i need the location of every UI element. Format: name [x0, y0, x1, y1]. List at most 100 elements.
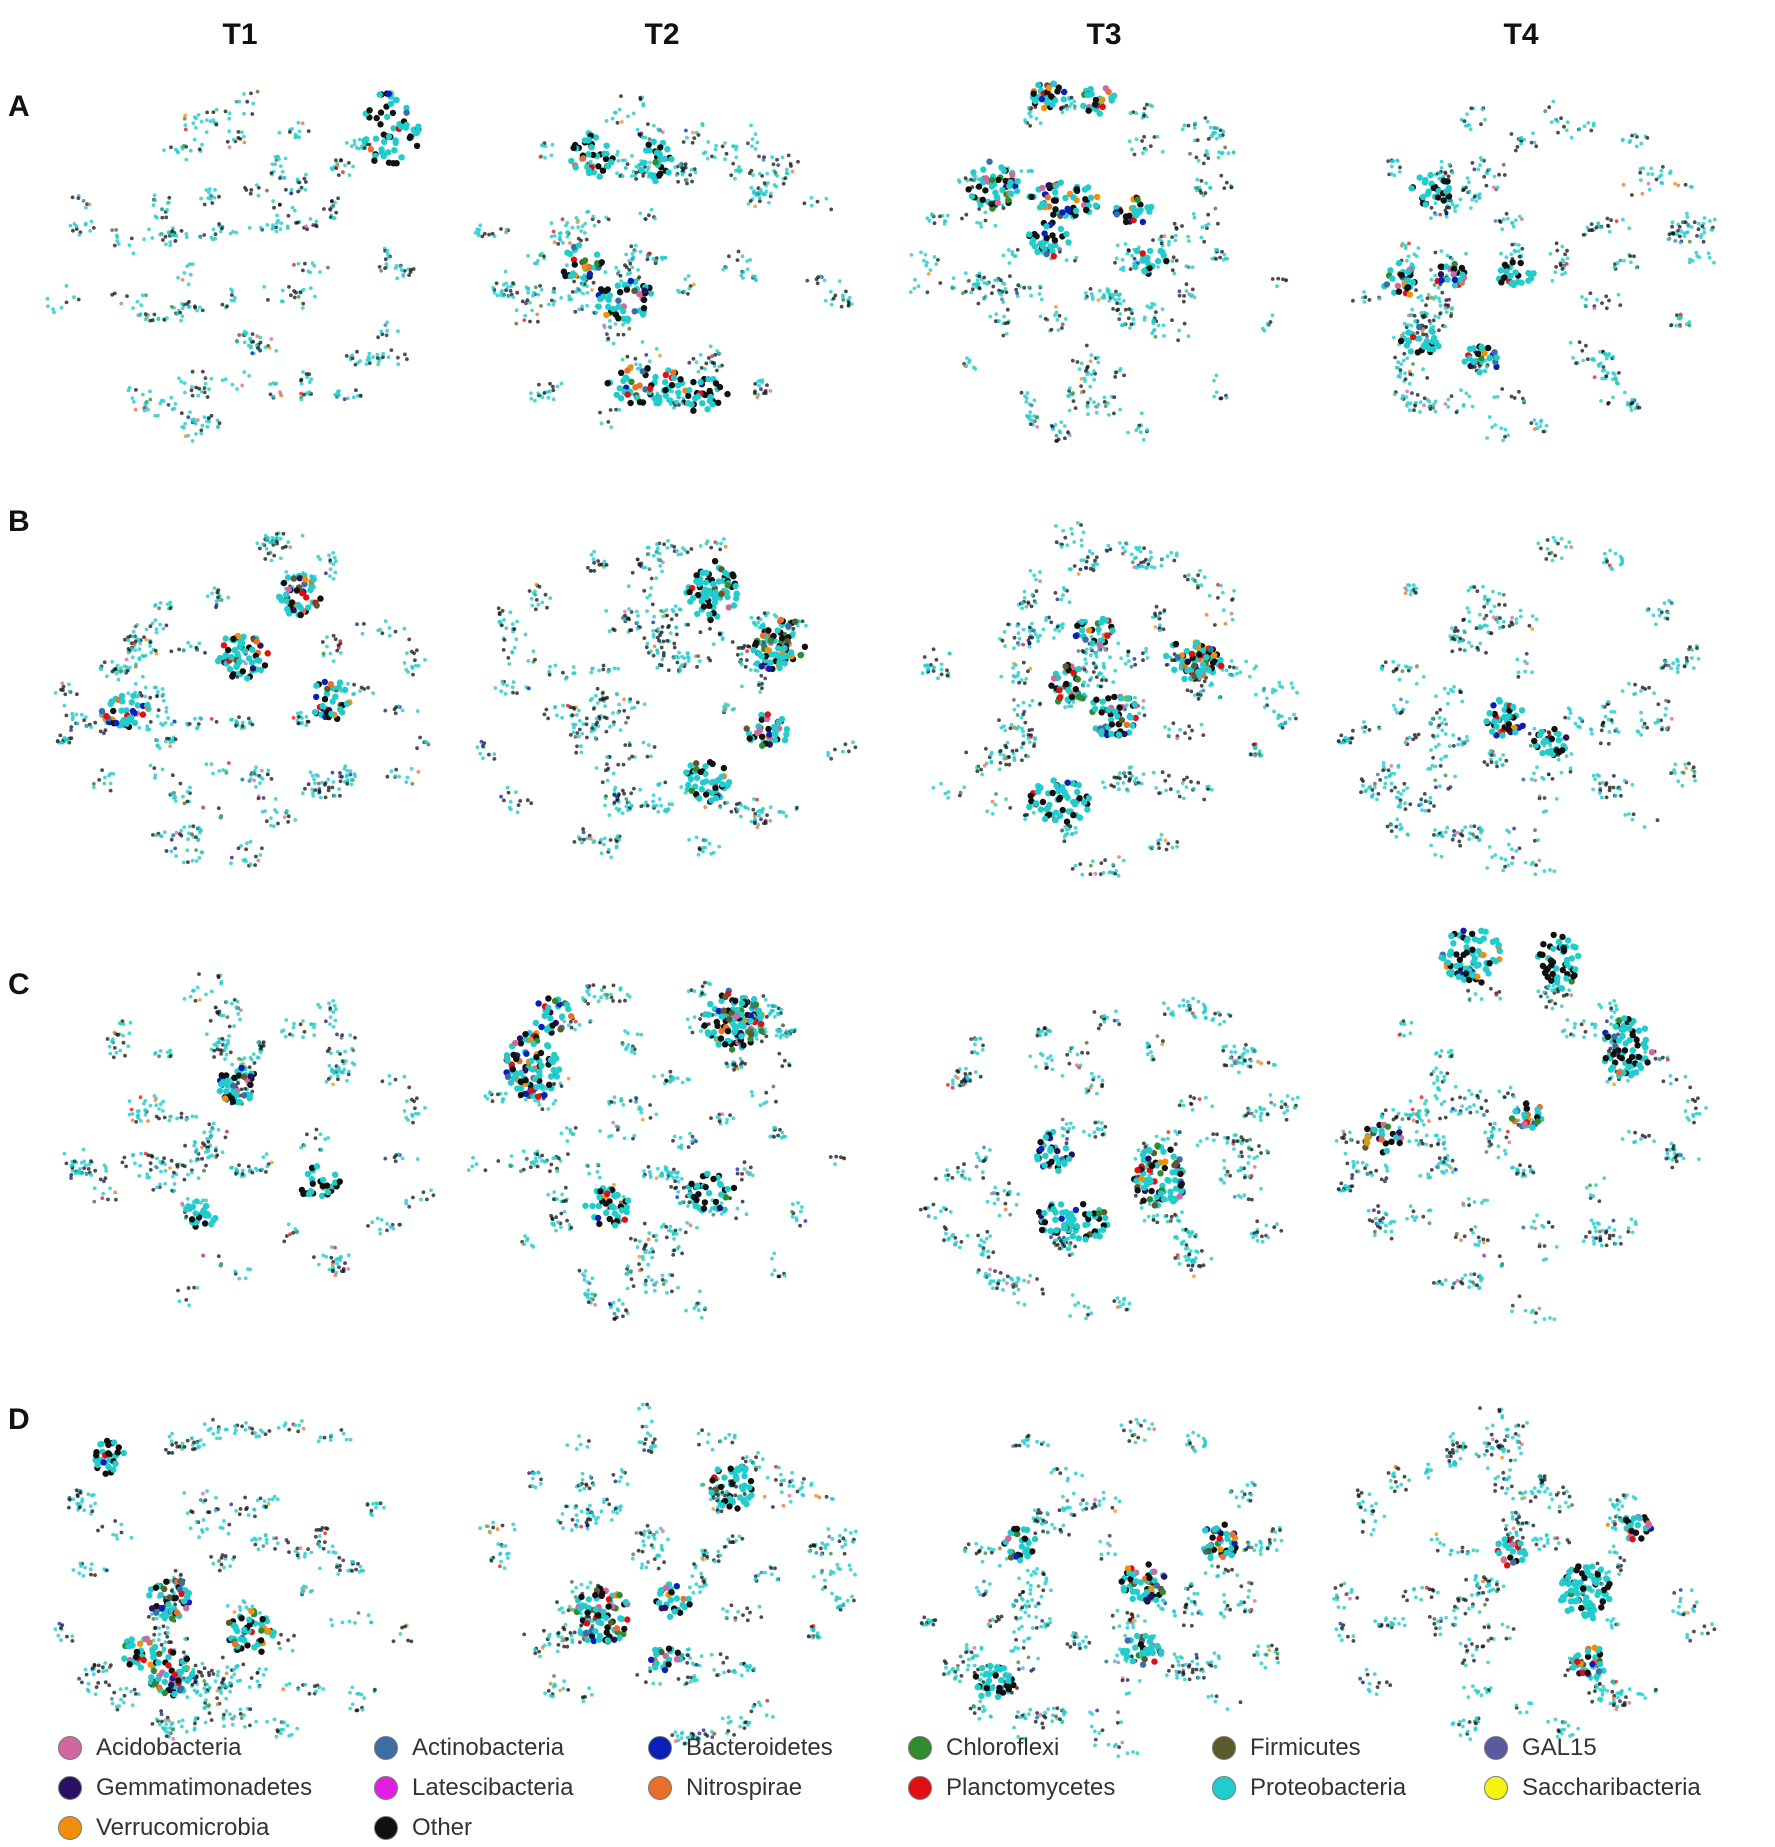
network-node	[678, 607, 683, 612]
network-node	[745, 267, 750, 272]
network-node	[1190, 287, 1195, 292]
network-node	[1449, 394, 1454, 398]
network-node	[510, 650, 515, 655]
network-node	[309, 377, 314, 382]
network-node	[409, 766, 414, 771]
network-node	[1092, 377, 1096, 382]
network-node	[1174, 225, 1179, 230]
network-node	[753, 639, 760, 647]
network-node	[1054, 433, 1059, 438]
network-node	[1450, 306, 1454, 310]
network-node	[226, 761, 231, 765]
network-node	[195, 418, 200, 423]
network-node	[389, 348, 394, 352]
network-node	[93, 720, 98, 725]
network-node	[336, 173, 341, 178]
network-node	[111, 771, 116, 776]
network-node	[1407, 313, 1411, 318]
network-node	[1170, 235, 1174, 240]
network-node	[755, 797, 759, 802]
network-node	[633, 243, 638, 248]
network-node	[1574, 361, 1578, 366]
network-node	[231, 137, 236, 142]
network-node	[686, 659, 691, 663]
network-node	[1438, 303, 1443, 308]
network-node	[203, 376, 208, 381]
network-node	[313, 788, 318, 792]
network-node	[645, 641, 650, 646]
network-node	[300, 533, 305, 538]
network-node	[345, 778, 350, 782]
network-node	[1638, 178, 1643, 183]
network-node	[1409, 323, 1414, 328]
network-node	[606, 669, 611, 674]
network-node	[1695, 234, 1699, 238]
network-node	[1136, 426, 1141, 430]
network-node	[753, 204, 757, 209]
network-node	[286, 213, 291, 218]
network-node	[751, 797, 756, 801]
network-node	[393, 629, 398, 634]
network-node	[1641, 166, 1646, 171]
network-node	[273, 382, 277, 386]
network-node	[277, 594, 284, 601]
network-node	[200, 369, 205, 374]
network-node	[745, 658, 749, 662]
network-node	[1130, 253, 1134, 258]
network-node	[182, 143, 186, 148]
network-node	[1182, 123, 1187, 128]
network-node	[398, 123, 405, 130]
network-node	[1126, 316, 1131, 321]
network-node	[1462, 119, 1467, 124]
network-node	[1427, 399, 1432, 404]
network-node	[1216, 155, 1221, 160]
network-node	[533, 285, 538, 290]
network-node	[1478, 343, 1485, 351]
network-node	[982, 296, 986, 301]
network-node	[1035, 81, 1042, 89]
network-node	[1500, 227, 1505, 232]
network-node	[123, 720, 130, 727]
network-node	[712, 155, 717, 160]
network-node	[1503, 427, 1508, 432]
network-node	[988, 176, 996, 184]
network-node	[1126, 212, 1133, 219]
network-node	[1510, 220, 1514, 225]
network-node	[1138, 564, 1143, 569]
network-node	[714, 143, 718, 148]
network-node	[652, 644, 657, 649]
network-node	[636, 268, 640, 272]
network-node	[373, 114, 380, 122]
network-node	[207, 187, 212, 192]
network-node	[304, 714, 309, 719]
network-node	[683, 165, 688, 170]
network-node	[656, 810, 661, 814]
network-node	[264, 650, 271, 657]
network-node	[575, 744, 579, 749]
network-node	[649, 754, 653, 759]
network-node	[683, 769, 690, 776]
network-node	[364, 362, 369, 366]
network-node	[645, 257, 650, 262]
network-node	[1493, 219, 1498, 223]
network-node	[183, 434, 188, 439]
network-node	[242, 111, 246, 116]
network-node	[168, 606, 173, 610]
network-node	[201, 806, 206, 810]
network-node	[1668, 169, 1673, 174]
network-node	[240, 720, 245, 725]
network-node	[358, 393, 363, 398]
network-node	[199, 389, 204, 394]
network-node	[205, 594, 210, 599]
network-node	[1270, 277, 1275, 281]
network-node	[591, 214, 596, 219]
network-node	[171, 833, 176, 837]
network-node	[990, 291, 994, 296]
network-node	[647, 567, 652, 571]
network-node	[662, 542, 666, 547]
network-node	[1405, 389, 1409, 394]
network-node	[166, 716, 171, 720]
network-node	[712, 364, 717, 369]
network-node	[330, 785, 335, 790]
network-node	[332, 693, 339, 700]
